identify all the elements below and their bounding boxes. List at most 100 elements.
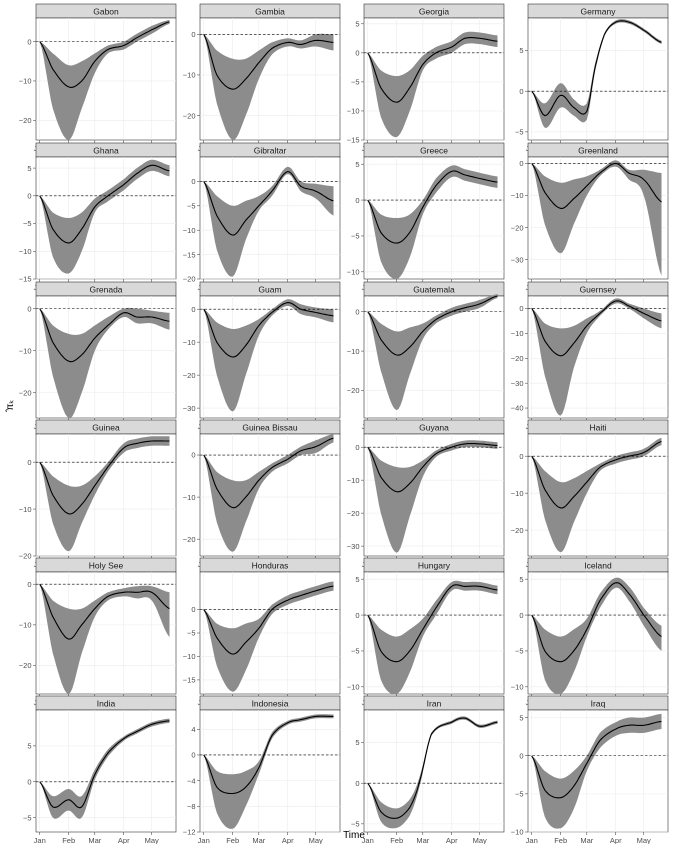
credible-band	[531, 713, 662, 829]
y-tick-label: −15	[183, 250, 196, 259]
facet-title: Iraq	[591, 699, 606, 709]
credible-band	[39, 718, 170, 819]
x-tick-label: Apr	[118, 836, 130, 844]
y-axis-title: ̂πₖ	[4, 399, 16, 412]
x-tick-label: Jan	[198, 836, 210, 844]
y-tick-label: −30	[511, 379, 524, 388]
y-tick-label: −20	[511, 354, 524, 363]
y-tick-label: 0	[519, 304, 523, 313]
facet-title: Greenland	[578, 146, 618, 156]
y-tick-label: 0	[355, 196, 359, 205]
y-tick-label: 0	[27, 458, 31, 467]
x-tick-label: May	[473, 836, 487, 844]
y-tick-label: −10	[19, 77, 32, 86]
x-tick-label: Mar	[580, 836, 593, 844]
x-tick-label: Apr	[446, 836, 458, 844]
credible-band	[203, 299, 334, 412]
y-tick-label: −20	[511, 223, 524, 232]
facet-title: Gibraltar	[254, 146, 287, 156]
y-tick-label: 0	[519, 452, 523, 461]
y-tick-label: −20	[183, 371, 196, 380]
facet-title: India	[97, 699, 116, 709]
y-tick-label: −20	[19, 552, 32, 561]
credible-band	[367, 165, 498, 279]
credible-band	[367, 440, 498, 553]
y-tick-label: −10	[183, 226, 196, 235]
y-tick-label: 0	[27, 580, 31, 589]
x-tick-label: Mar	[88, 836, 101, 844]
x-tick-label: May	[145, 836, 159, 844]
y-tick-label: −30	[183, 404, 196, 413]
y-tick-label: −5	[515, 128, 524, 137]
y-tick-label: −5	[351, 232, 360, 241]
y-tick-label: −10	[347, 683, 360, 692]
y-tick-label: −40	[511, 404, 524, 413]
series-line	[203, 437, 334, 509]
facet-title: Guinea Bissau	[242, 423, 298, 433]
x-tick-label: Jan	[34, 836, 46, 844]
y-tick-label: −5	[515, 647, 524, 656]
y-tick-label: −20	[511, 526, 524, 535]
y-tick-label: −20	[183, 111, 196, 120]
x-tick-label: May	[309, 836, 323, 844]
credible-band	[203, 714, 334, 829]
facet-title: Honduras	[252, 561, 289, 571]
facet-title: Georgia	[419, 7, 450, 17]
credible-band	[367, 31, 498, 138]
facet-title: Guinea	[92, 423, 120, 433]
credible-band	[367, 294, 498, 411]
y-tick-label: 5	[355, 160, 359, 169]
y-tick-label: −10	[183, 71, 196, 80]
credible-band	[531, 298, 662, 416]
facet-title: Guam	[258, 285, 281, 295]
credible-band	[39, 584, 170, 694]
facet-panel-india: India 5 0 −5 Jan Feb Mar Apr May	[23, 695, 177, 844]
y-tick-label: 0	[191, 751, 195, 760]
y-tick-label: 0	[27, 192, 31, 201]
facet-title: Gabon	[93, 7, 119, 17]
series-line	[203, 585, 334, 655]
y-tick-label: 0	[355, 779, 359, 788]
y-tick-label: 5	[519, 713, 523, 722]
y-tick-label: −5	[23, 219, 32, 228]
y-tick-label: −10	[19, 247, 32, 256]
x-tick-label: Jan	[526, 836, 538, 844]
series-line	[203, 171, 334, 236]
credible-band	[531, 160, 662, 276]
facet-title: Guatemala	[413, 285, 455, 295]
y-tick-label: 0	[191, 305, 195, 314]
facet-title: Guyana	[419, 423, 449, 433]
x-tick-label: Feb	[554, 836, 567, 844]
series-line	[531, 440, 662, 509]
y-tick-label: 0	[355, 49, 359, 58]
facet-title: Indonesia	[252, 699, 289, 709]
y-tick-label: −12	[183, 828, 196, 837]
facet-title: Hungary	[418, 561, 451, 571]
y-tick-label: −10	[511, 329, 524, 338]
series-line	[367, 170, 498, 244]
y-tick-label: 0	[355, 307, 359, 316]
y-tick-label: −20	[19, 661, 32, 670]
series-line	[531, 20, 662, 117]
y-tick-label: 5	[27, 742, 31, 751]
credible-band	[39, 159, 170, 274]
y-tick-label: −5	[515, 790, 524, 799]
series-line	[367, 443, 498, 493]
x-tick-label: Feb	[62, 836, 75, 844]
y-tick-label: −10	[183, 338, 196, 347]
series-line	[531, 300, 662, 357]
facet-title: Germany	[581, 7, 617, 17]
y-tick-label: −30	[347, 542, 360, 551]
